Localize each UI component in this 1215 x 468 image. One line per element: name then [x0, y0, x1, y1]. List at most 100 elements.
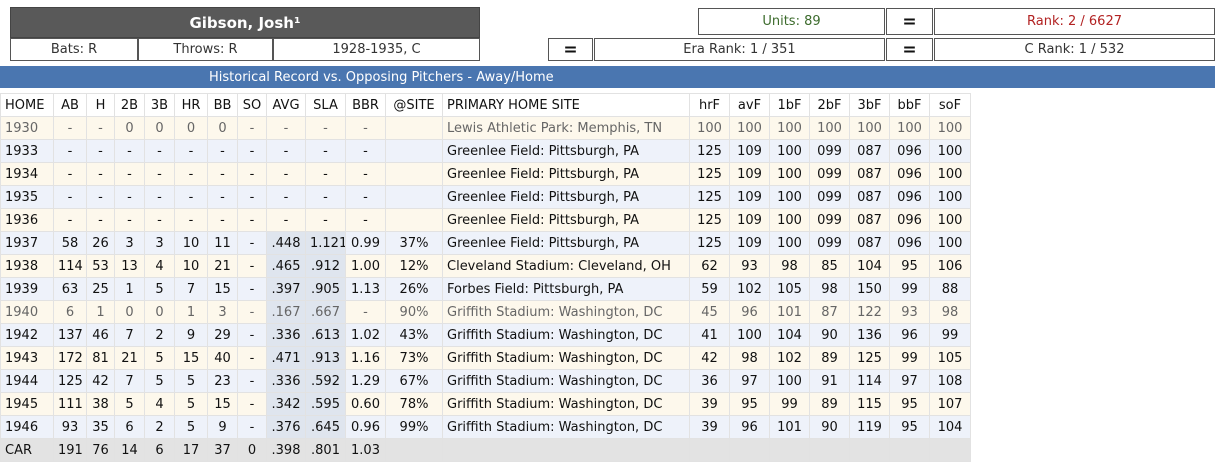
cell-bbr: -: [345, 185, 386, 209]
table-row: 1944 125 42 7 5 5 23- .336.592 1.29 67% Griffith S…: [0, 369, 971, 393]
column-header-primary-home-site[interactable]: PRIMARY HOME SITE: [442, 93, 690, 117]
column-header-2bf[interactable]: 2bF: [809, 93, 850, 117]
column-header-3bf[interactable]: 3bF: [849, 93, 890, 117]
column-header-1bf[interactable]: 1bF: [769, 93, 810, 117]
cell-avg: .465: [266, 254, 306, 278]
table-row: 1936- - - - - - - - - - Greenlee Field: Pittsburgh…: [0, 208, 971, 232]
cell-primary-home-site: Griffith Stadium: Washington, DC: [442, 300, 690, 324]
cell-1bf: 102: [769, 346, 810, 370]
column-header-hrf[interactable]: hrF: [689, 93, 730, 117]
cell-sof: 106: [929, 254, 971, 278]
column-header-2b[interactable]: 2B: [114, 93, 145, 117]
cell-so: -: [237, 185, 267, 209]
cell-at-site: 26%: [385, 277, 443, 301]
cell-3bf: 087: [849, 185, 890, 209]
cell-primary-home-site: Griffith Stadium: Washington, DC: [442, 415, 690, 439]
column-header-at-site[interactable]: @SITE: [385, 93, 443, 117]
cell-2bf: 89: [809, 392, 850, 416]
cell-avf: 98: [729, 346, 770, 370]
column-header-ab[interactable]: AB: [53, 93, 87, 117]
cell-hrf: 36: [689, 369, 730, 393]
cell-primary-home-site: Greenlee Field: Pittsburgh, PA: [442, 139, 690, 163]
career-cell-so: 0: [237, 438, 267, 462]
table-row: 1937 58 26 3 3 10 11- .448 1.121 0.99 37% Greenlee …: [0, 231, 971, 255]
cell-at-site: 73%: [385, 346, 443, 370]
cell-1bf: 101: [769, 300, 810, 324]
cell-primary-home-site: Greenlee Field: Pittsburgh, PA: [442, 162, 690, 186]
column-header-hr[interactable]: HR: [174, 93, 208, 117]
column-header-so[interactable]: SO: [237, 93, 267, 117]
cell-hr: 10: [174, 231, 208, 255]
cell-primary-home-site: Forbes Field: Pittsburgh, PA: [442, 277, 690, 301]
cell-hr: -: [174, 139, 208, 163]
cell-3bf: 114: [849, 369, 890, 393]
column-header-bbr[interactable]: BBR: [345, 93, 386, 117]
career-cell-ab: 191: [53, 438, 87, 462]
cell-bbf: 096: [889, 162, 930, 186]
cell-3b: -: [144, 162, 175, 186]
cell-3bf: 087: [849, 208, 890, 232]
cell-hrf: 62: [689, 254, 730, 278]
column-header-bbf[interactable]: bbF: [889, 93, 930, 117]
cell-hrf: 125: [689, 208, 730, 232]
cell-bb: -: [207, 185, 238, 209]
cell-home: 1938: [0, 254, 54, 278]
column-header-avf[interactable]: avF: [729, 93, 770, 117]
cell-home: 1934: [0, 162, 54, 186]
cell-h: 1: [86, 300, 115, 324]
table-row: 1946 93 35 6 2 5 9- .376.645 0.96 99% Griffith Sta…: [0, 415, 971, 439]
cell-home: 1939: [0, 277, 54, 301]
cell-bbf: 096: [889, 185, 930, 209]
table-row: 1930- -0 0 0 0- - - - Lewis Athletic Park: Memph…: [0, 116, 971, 140]
cell-avf: 109: [729, 231, 770, 255]
cell-home: 1944: [0, 369, 54, 393]
cell-sof: 105: [929, 346, 971, 370]
cell-bbf: 096: [889, 231, 930, 255]
cell-ab: -: [53, 116, 87, 140]
cell-avf: 96: [729, 415, 770, 439]
cell-so: -: [237, 139, 267, 163]
stats-table: HOME AB H 2B 3B HR BB SO AVG SLA BBR @SITE PRIMARY H…: [0, 93, 971, 462]
cell-3b: 2: [144, 415, 175, 439]
cell-avf: 109: [729, 185, 770, 209]
career-cell-avf: [729, 438, 770, 462]
cell-2b: 7: [114, 369, 145, 393]
column-header-home[interactable]: HOME: [0, 93, 54, 117]
cell-home: 1930: [0, 116, 54, 140]
cell-3bf: 119: [849, 415, 890, 439]
cell-1bf: 100: [769, 369, 810, 393]
column-header-3b[interactable]: 3B: [144, 93, 175, 117]
cell-h: -: [86, 162, 115, 186]
table-header-row: HOME AB H 2B 3B HR BB SO AVG SLA BBR @SITE PRIMARY H…: [0, 93, 971, 117]
career-cell-at-site: [385, 438, 443, 462]
cell-at-site: 78%: [385, 392, 443, 416]
cell-2bf: 90: [809, 323, 850, 347]
cell-bb: 11: [207, 231, 238, 255]
cell-primary-home-site: Griffith Stadium: Washington, DC: [442, 346, 690, 370]
column-header-h[interactable]: H: [86, 93, 115, 117]
cell-ab: -: [53, 185, 87, 209]
cell-avg: -: [266, 162, 306, 186]
cell-1bf: 104: [769, 323, 810, 347]
table-row: 1938 114 53 13 4 10 21- .465.912 1.00 12% Clevelan…: [0, 254, 971, 278]
cell-so: -: [237, 392, 267, 416]
career-cell-3bf: [849, 438, 890, 462]
cell-2bf: 099: [809, 139, 850, 163]
cell-bbf: 93: [889, 300, 930, 324]
column-header-bb[interactable]: BB: [207, 93, 238, 117]
cell-hr: -: [174, 185, 208, 209]
cell-1bf: 100: [769, 139, 810, 163]
cell-1bf: 99: [769, 392, 810, 416]
cell-bbf: 97: [889, 369, 930, 393]
cell-hr: -: [174, 162, 208, 186]
cell-ab: 172: [53, 346, 87, 370]
cell-avg: .448: [266, 231, 306, 255]
cell-at-site: 12%: [385, 254, 443, 278]
column-header-sla[interactable]: SLA: [305, 93, 346, 117]
career-cell-sla: .801: [305, 438, 346, 462]
column-header-avg[interactable]: AVG: [266, 93, 306, 117]
overall-rank: Rank: 2 / 6627: [934, 8, 1215, 35]
column-header-sof[interactable]: soF: [929, 93, 971, 117]
cell-bb: 0: [207, 116, 238, 140]
cell-3bf: 150: [849, 277, 890, 301]
